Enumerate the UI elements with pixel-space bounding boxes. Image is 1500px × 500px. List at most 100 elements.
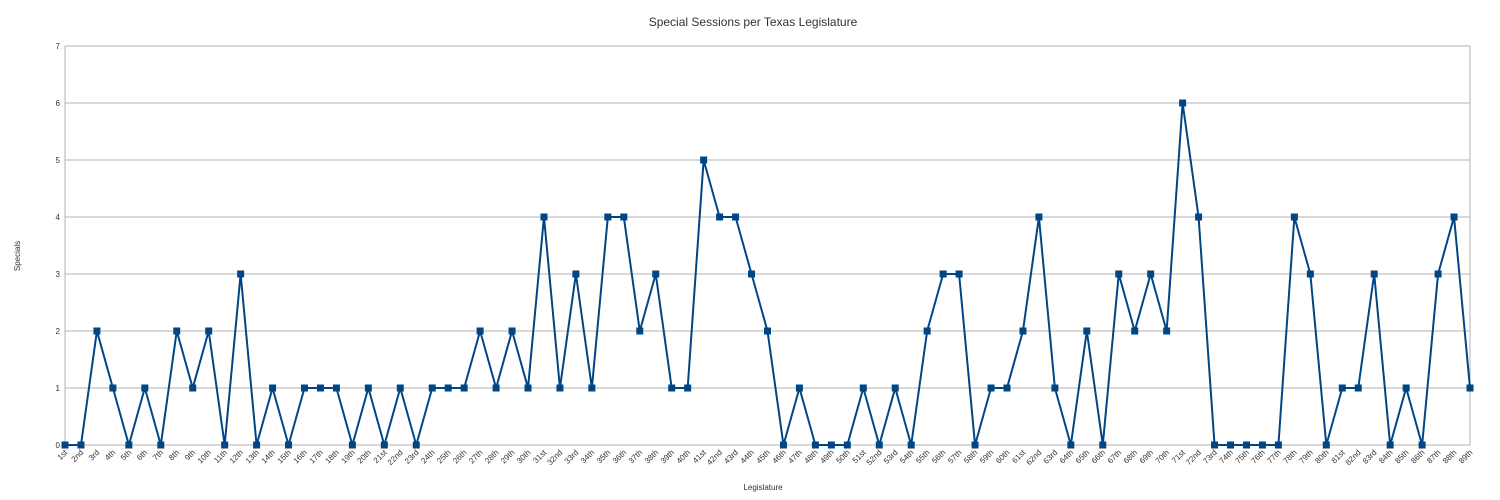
x-tick-label: 67th (1106, 448, 1123, 465)
data-point (875, 441, 883, 449)
x-tick-label: 5th (119, 448, 133, 462)
data-point (157, 441, 165, 449)
x-tick-label: 8th (167, 448, 181, 462)
data-point (109, 384, 117, 392)
data-point (492, 384, 500, 392)
data-point (987, 384, 995, 392)
data-point (1083, 327, 1091, 335)
x-tick-label: 48th (802, 448, 819, 465)
y-tick-label: 0 (56, 441, 61, 450)
x-tick-label: 27th (467, 448, 484, 465)
x-tick-label: 66th (1090, 448, 1107, 465)
data-point (269, 384, 277, 392)
y-axis-label: Specials (13, 241, 22, 271)
data-point (1067, 441, 1075, 449)
x-tick-label: 20th (355, 448, 372, 465)
data-point (1306, 270, 1314, 278)
data-point (652, 270, 660, 278)
data-point (189, 384, 197, 392)
x-tick-label: 76th (1249, 448, 1266, 465)
x-tick-label: 15th (276, 448, 293, 465)
y-tick-label: 2 (56, 327, 61, 336)
data-point (61, 441, 69, 449)
data-point (779, 441, 787, 449)
x-tick-label: 16th (292, 448, 309, 465)
x-tick-label: 79th (1297, 448, 1314, 465)
x-tick-label: 72nd (1184, 448, 1203, 467)
x-tick-label: 85th (1393, 448, 1410, 465)
x-tick-label: 77th (1265, 448, 1282, 465)
data-point (1290, 213, 1298, 221)
data-point (1147, 270, 1155, 278)
data-point (620, 213, 628, 221)
data-point (141, 384, 149, 392)
x-tick-label: 68th (1122, 448, 1139, 465)
data-point (93, 327, 101, 335)
data-point (380, 441, 388, 449)
x-tick-label: 39th (659, 448, 676, 465)
data-point (1370, 270, 1378, 278)
x-tick-label: 60th (994, 448, 1011, 465)
x-tick-label: 6th (135, 448, 149, 462)
x-tick-label: 46th (771, 448, 788, 465)
x-tick-label: 37th (627, 448, 644, 465)
y-tick-label: 7 (56, 42, 61, 51)
data-point (428, 384, 436, 392)
y-tick-label: 4 (56, 213, 61, 222)
x-tick-label: 65th (1074, 448, 1091, 465)
data-point (795, 384, 803, 392)
data-point (1179, 99, 1187, 107)
x-tick-label: 40th (675, 448, 692, 465)
x-tick-label: 75th (1234, 448, 1251, 465)
data-point (684, 384, 692, 392)
data-point (923, 327, 931, 335)
data-point (588, 384, 596, 392)
data-point (668, 384, 676, 392)
data-point (476, 327, 484, 335)
x-axis-label: Legislature (743, 483, 783, 492)
x-tick-label: 38th (643, 448, 660, 465)
x-tick-label: 47th (786, 448, 803, 465)
x-tick-label: 87th (1425, 448, 1442, 465)
x-tick-label: 49th (818, 448, 835, 465)
x-tick-label: 30th (515, 448, 532, 465)
x-tick-label: 14th (260, 448, 277, 465)
x-tick-label: 74th (1218, 448, 1235, 465)
data-point (1131, 327, 1139, 335)
data-point (1258, 441, 1266, 449)
data-point (843, 441, 851, 449)
data-point (556, 384, 564, 392)
x-tick-label: 57th (946, 448, 963, 465)
x-tick-label: 52nd (865, 448, 884, 467)
x-tick-label: 25th (435, 448, 452, 465)
x-tick-label: 36th (611, 448, 628, 465)
x-tick-label: 63rd (1042, 448, 1060, 466)
data-point (604, 213, 612, 221)
data-point (524, 384, 532, 392)
x-tick-label: 34th (579, 448, 596, 465)
data-point (1163, 327, 1171, 335)
x-tick-label: 33rd (563, 448, 581, 466)
data-point (859, 384, 867, 392)
data-point (221, 441, 229, 449)
x-tick-label: 4th (103, 448, 117, 462)
x-tick-label: 73rd (1201, 448, 1219, 466)
data-point (1386, 441, 1394, 449)
chart-title: Special Sessions per Texas Legislature (649, 15, 858, 29)
y-tick-label: 5 (56, 156, 61, 165)
data-point (732, 213, 740, 221)
data-point (971, 441, 979, 449)
data-point (1099, 441, 1107, 449)
data-point (300, 384, 308, 392)
x-tick-label: 18th (323, 448, 340, 465)
data-point (77, 441, 85, 449)
data-point (1115, 270, 1123, 278)
x-tick-label: 3rd (87, 448, 102, 463)
x-tick-label: 64th (1058, 448, 1075, 465)
data-point (1402, 384, 1410, 392)
x-tick-label: 11th (212, 448, 229, 465)
data-point (1227, 441, 1235, 449)
